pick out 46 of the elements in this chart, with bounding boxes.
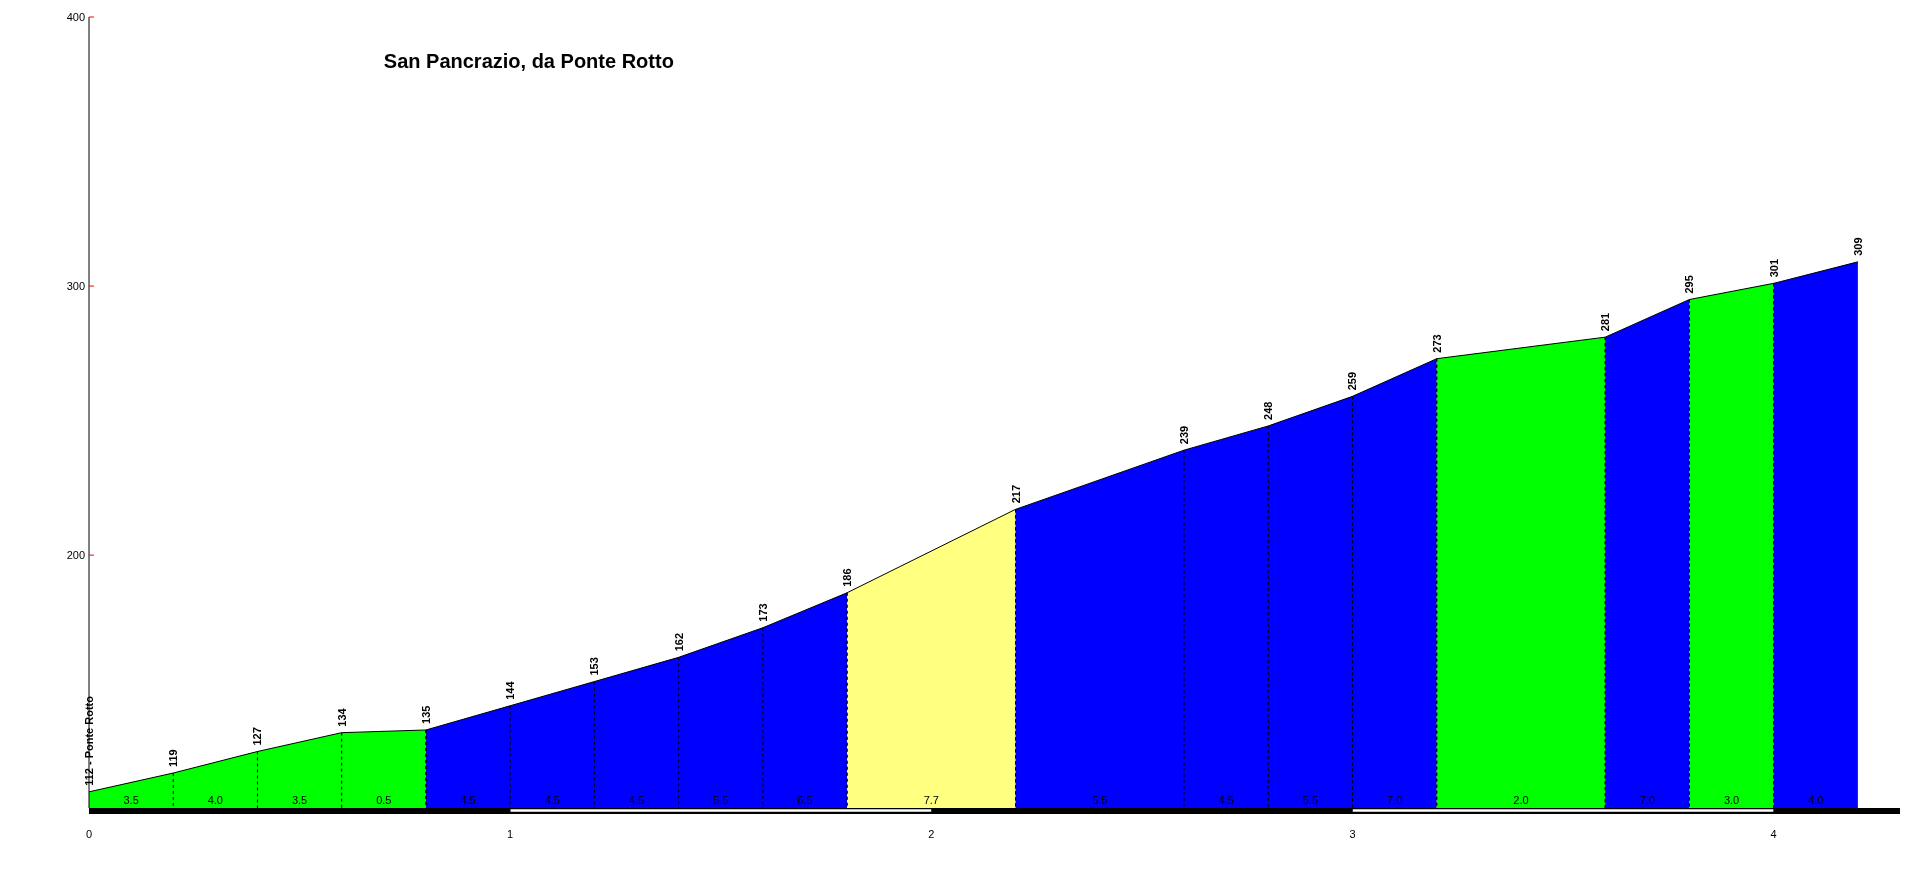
annotation: 0.5	[376, 794, 392, 806]
data-label: 134	[335, 707, 348, 727]
text: San Pancrazio, da Ponte Rotto	[383, 50, 674, 72]
annotation: 3.0	[1723, 794, 1740, 806]
data-label: 173	[756, 603, 769, 622]
data-label: 273	[1430, 334, 1443, 353]
data-label: 248	[1262, 401, 1275, 420]
data-label: 127	[251, 727, 264, 746]
annotation: 6.5	[797, 794, 813, 806]
y-tick-label: 200	[66, 549, 85, 562]
y-tick-label: 300	[66, 280, 85, 293]
annotation: 5.5	[713, 794, 729, 806]
annotation: 4.5	[628, 794, 645, 806]
data-label: 239	[1178, 425, 1191, 445]
annotation: 3.5	[291, 794, 308, 806]
annotation: 4.5	[460, 794, 476, 806]
data-label: 217	[1009, 485, 1022, 504]
y-tick-label: 400	[66, 11, 85, 23]
data-label: 144	[504, 680, 517, 700]
annotation: 2.0	[1513, 794, 1529, 806]
x-tick-label: 0	[85, 828, 93, 840]
data-label: 153	[588, 657, 601, 676]
annotation: 4.5	[1218, 794, 1234, 806]
annotation: 5.5	[1302, 794, 1319, 806]
data-label: 112 - Ponte Rotto	[83, 695, 95, 786]
data-label: 259	[1346, 372, 1359, 391]
data-label: 186	[841, 568, 854, 587]
x-tick-label: 2	[928, 828, 935, 840]
data-label: 295	[1683, 275, 1696, 294]
x-tick-label: 4	[1770, 828, 1777, 840]
annotation: 5.5	[1092, 794, 1108, 806]
data-label: 309	[1851, 237, 1864, 256]
x-tick-label: 1	[507, 828, 514, 840]
annotation: 4.0	[207, 794, 223, 806]
data-label: 281	[1599, 312, 1612, 332]
annotation: 4.0	[1808, 794, 1824, 806]
data-label: 135	[419, 705, 432, 724]
annotation: 7.7	[923, 794, 939, 806]
data-label: 301	[1767, 259, 1780, 278]
data-label: 162	[672, 632, 685, 652]
data-label: 119	[167, 749, 180, 768]
annotation: 4.5	[544, 794, 560, 806]
annotation: 3.5	[123, 794, 139, 806]
annotation: 7.0	[1386, 794, 1403, 806]
x-tick-label: 3	[1349, 828, 1356, 840]
annotation: 7.0	[1639, 794, 1655, 806]
